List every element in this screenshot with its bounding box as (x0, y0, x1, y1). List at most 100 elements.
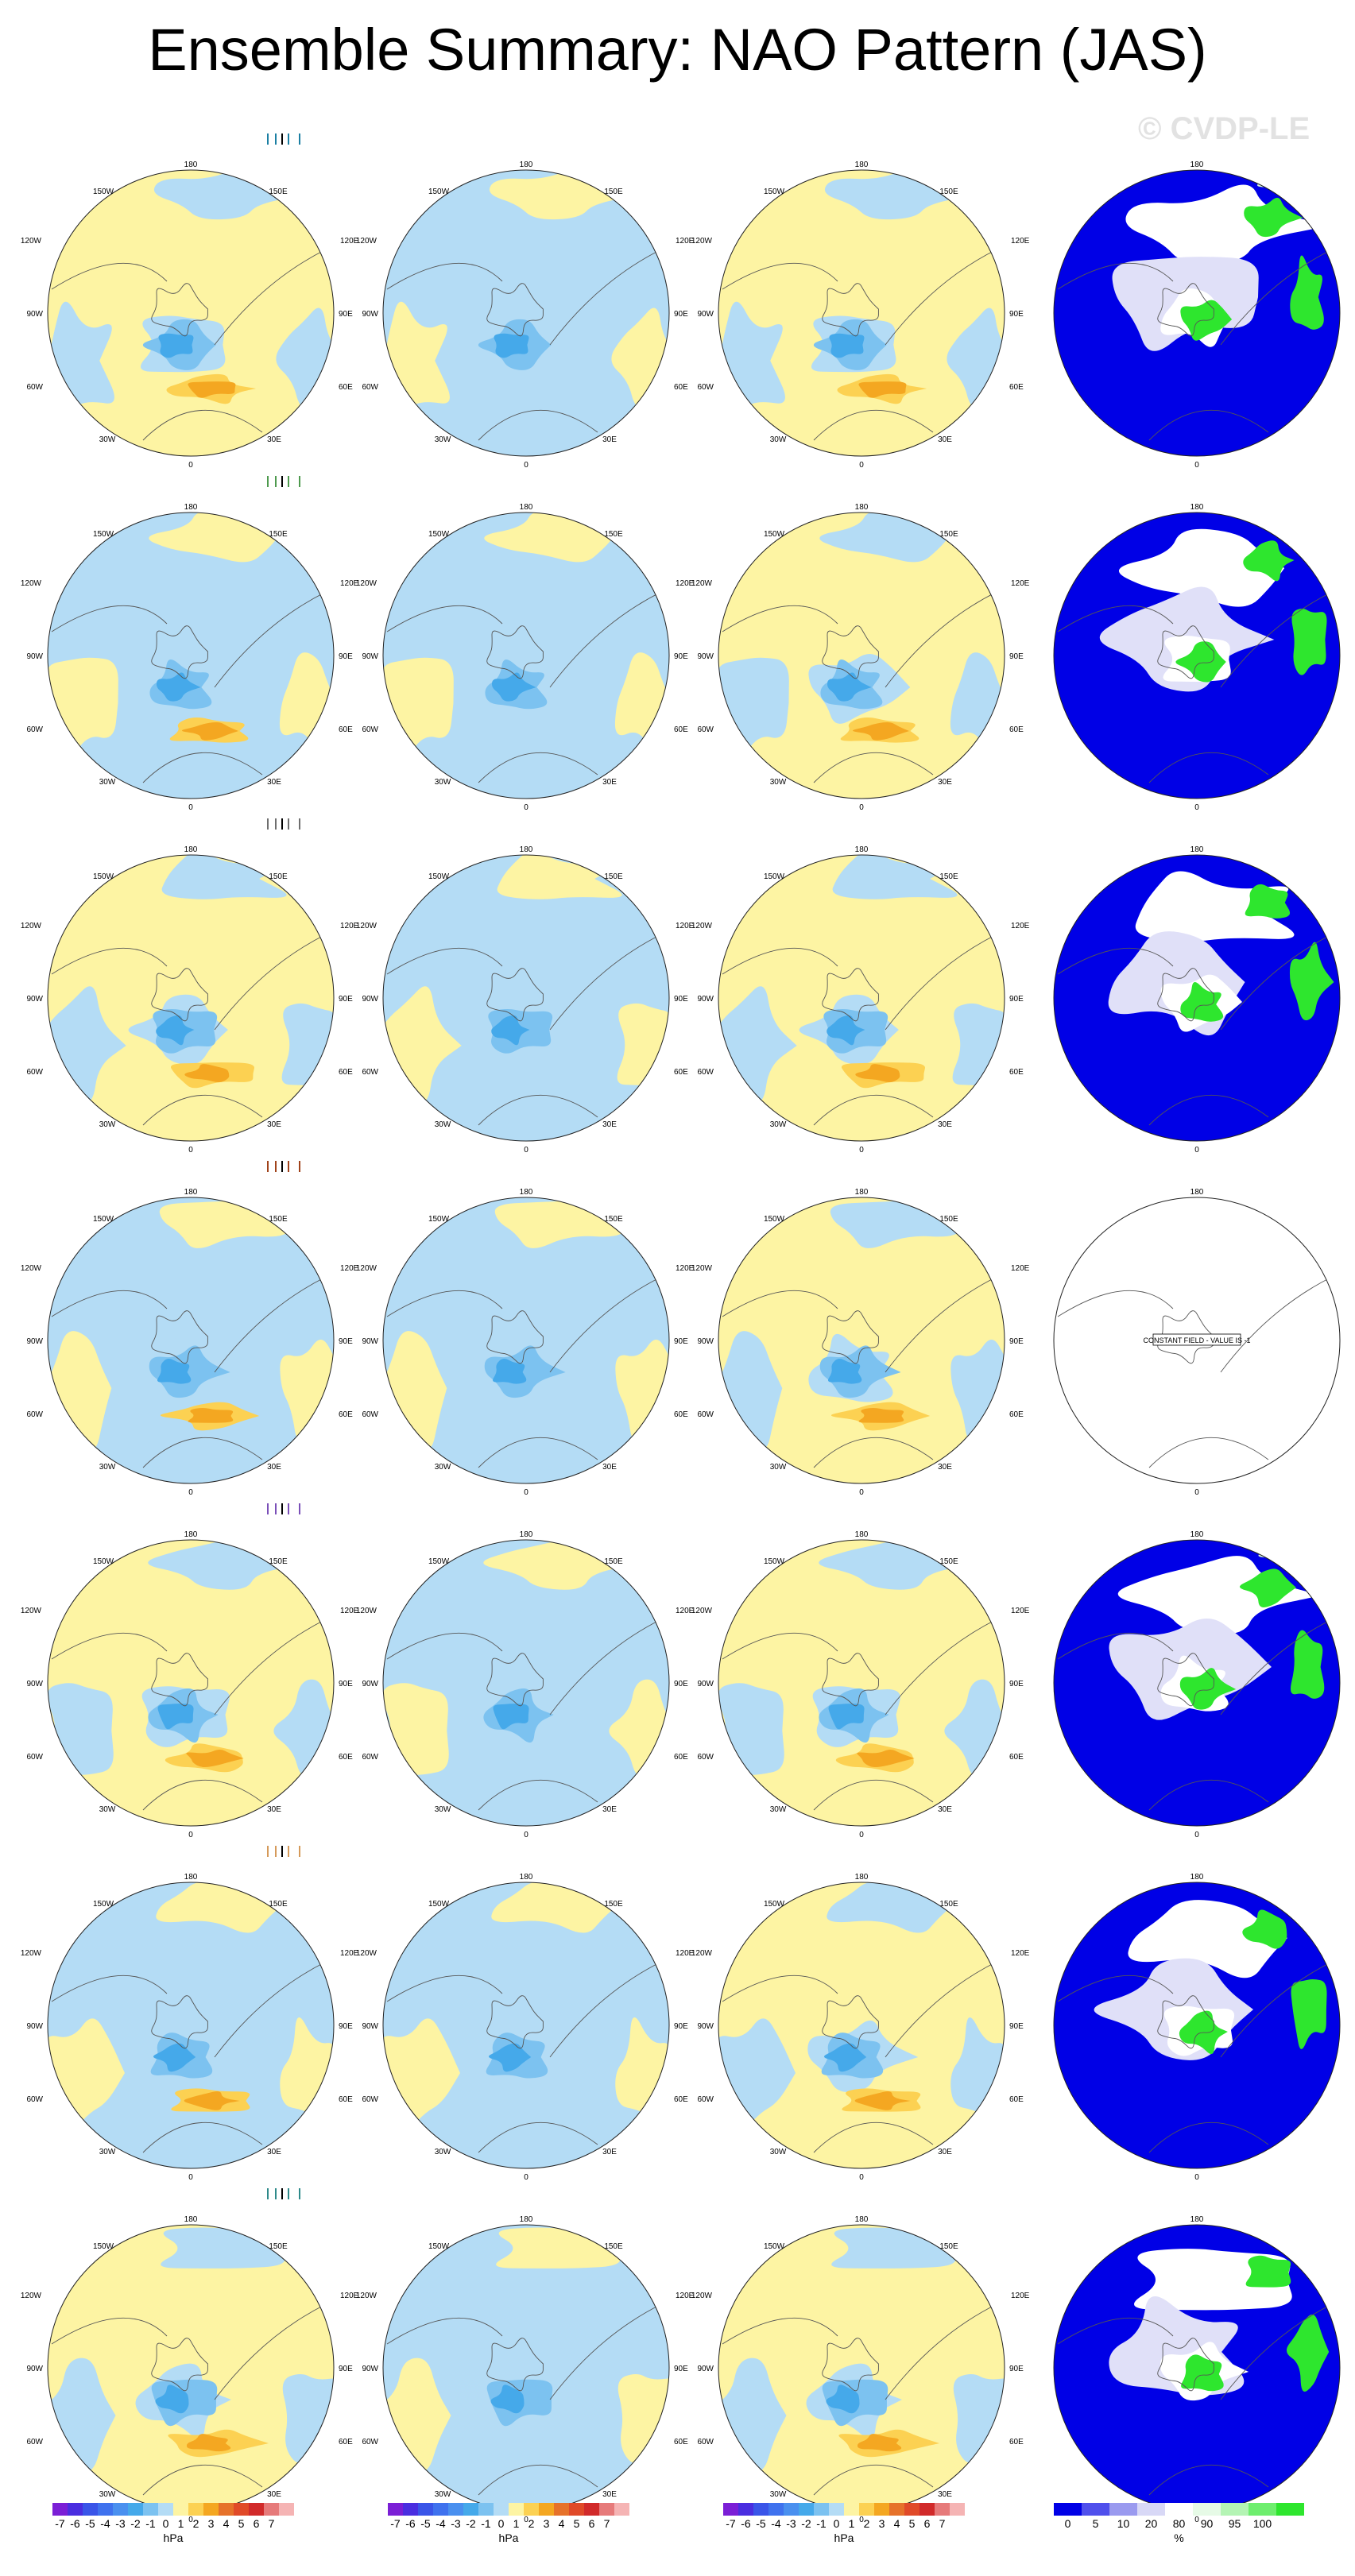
colorbar-label: 6 (588, 2517, 595, 2530)
lon-label: 150W (428, 1900, 450, 1909)
diff-map: 180 0 150W 150E 120W 120E 90W 90E 60W 60E 30W 30E (691, 1873, 1030, 2182)
lon-label: 0 (859, 2173, 864, 2182)
colorbar-swatch (524, 2503, 539, 2516)
lon-label: 90E (1009, 995, 1024, 1004)
lon-label: 30W (770, 778, 787, 787)
diff-field (718, 1882, 1005, 2168)
member-spread-ticks (267, 476, 323, 489)
lon-label: 90E (1009, 2022, 1024, 2031)
lon-label: 150W (428, 872, 450, 881)
lon-label: 180 (520, 503, 533, 512)
lon-label: 60E (1009, 383, 1024, 392)
lon-label: 120W (21, 2292, 42, 2300)
obs-map: 180 0 150W 150E 120W 120E 90W 90E 60W 60E 30W 30E (356, 161, 695, 470)
rank-field (1054, 1882, 1340, 2168)
lon-label: 120W (356, 922, 377, 930)
lon-label: 90W (697, 652, 714, 661)
colorbar-label: 3 (878, 2517, 885, 2530)
lon-label: 150W (428, 530, 450, 539)
colorbar-swatch (478, 2503, 494, 2516)
lon-label: 180 (1190, 503, 1204, 512)
lon-label: 180 (184, 2215, 198, 2224)
lon-label: 90E (1009, 1680, 1024, 1688)
member-tick (267, 1846, 269, 1857)
diff-map: 180 0 150W 150E 120W 120E 90W 90E 60W 60E 30W 30E (691, 845, 1030, 1155)
lon-label: 30E (938, 2148, 952, 2156)
coastlines (722, 2303, 997, 2496)
lon-label: 60E (1009, 1068, 1024, 1077)
model-panel: 180 0 150W 150E 120W 120E 90W 90E 60W 60E 30W 30E (21, 1502, 359, 1839)
lon-label: 60E (339, 1068, 353, 1077)
colorbar-label: -4 (436, 2517, 446, 2530)
colorbar-swatch (768, 2503, 784, 2516)
lon-label: 60W (697, 1410, 714, 1419)
colorbar-swatch (723, 2503, 738, 2516)
lon-label: 60W (26, 725, 43, 734)
lon-label: 150E (604, 2242, 623, 2251)
lon-label: 150E (939, 188, 958, 196)
member-tick (299, 1503, 300, 1514)
lon-label: 60W (26, 2438, 43, 2446)
lon-label: 150W (93, 1900, 114, 1909)
lon-label: 180 (855, 845, 869, 854)
rank-panel: 180 0 (1038, 1502, 1355, 1839)
colorbar-label: 4 (223, 2517, 230, 2530)
colorbar-swatch (1221, 2503, 1249, 2516)
colorbar-label: -7 (390, 2517, 401, 2530)
lon-label: 30E (267, 1463, 281, 1472)
model-map: 180 0 150W 150E 120W 120E 90W 90E 60W 60E 30W 30E (21, 2215, 359, 2524)
member-tick (275, 1161, 277, 1172)
lon-label: 60E (674, 1068, 688, 1077)
colorbar-label: 6 (253, 2517, 260, 2530)
lon-label: 150E (604, 1215, 623, 1224)
model-panel: 180 0 150W 150E 120W 120E 90W 90E 60W 60E 30W 30E (21, 1844, 359, 2182)
lon-label: 60E (1009, 1753, 1024, 1762)
lon-label: 0 (1194, 1831, 1199, 1839)
model-map: 180 0 150W 150E 120W 120E 90W 90E 60W 60E 30W 30E (21, 1873, 359, 2182)
hpa-colorbar-3: -7 -6 -5 -4 -3 -2 -1 0 1 2 3 4 5 6 7 hPa (723, 2503, 978, 2547)
lon-label: 150W (764, 1900, 785, 1909)
colorbar-swatches (1054, 2503, 1304, 2516)
lon-label: 30W (435, 778, 451, 787)
coastlines (386, 1961, 662, 2153)
colorbar-swatch (448, 2503, 463, 2516)
colorbar-swatches (723, 2503, 965, 2516)
member-tick (267, 133, 269, 145)
lon-label: 180 (184, 161, 198, 169)
member-tick (267, 1503, 269, 1514)
lon-label: 30E (267, 778, 281, 787)
rank-panel: 180 0 (1038, 1844, 1355, 2182)
lon-label: 90W (697, 995, 714, 1004)
lon-label: 150E (939, 1215, 958, 1224)
member-tick (267, 818, 269, 830)
member-tick (267, 476, 269, 487)
lon-label: 60W (362, 2095, 378, 2104)
lon-label: 0 (859, 1831, 864, 1839)
lon-label: 180 (520, 2215, 533, 2224)
coastlines (722, 249, 997, 441)
lon-label: 30W (435, 2148, 451, 2156)
lon-label: 0 (524, 1146, 528, 1155)
colorbar-label: -5 (420, 2517, 431, 2530)
lon-label: 30E (938, 435, 952, 444)
lon-label: 180 (520, 1873, 533, 1882)
lon-label: 30W (770, 1805, 787, 1814)
lon-label: 120E (676, 922, 695, 930)
lon-label: 150E (939, 2242, 958, 2251)
lon-label: 30W (770, 2148, 787, 2156)
lon-label: 0 (524, 1488, 528, 1497)
colorbar-label: 0 (833, 2517, 840, 2530)
colorbar-swatch (1276, 2503, 1304, 2516)
colorbar-label: -3 (115, 2517, 126, 2530)
member-tick (288, 1503, 289, 1514)
colorbar-label: -7 (726, 2517, 736, 2530)
lon-label: 180 (520, 845, 533, 854)
colorbar-label: 5 (238, 2517, 245, 2530)
constant-field-label: CONSTANT FIELD - VALUE IS -1 (1143, 1336, 1250, 1344)
hpa-colorbar-2: -7 -6 -5 -4 -3 -2 -1 0 1 2 3 4 5 6 7 hPa (388, 2503, 642, 2547)
lon-label: 30W (99, 1463, 116, 1472)
lon-label: 180 (520, 161, 533, 169)
coastlines (51, 1961, 327, 2153)
lon-label: 90W (697, 2365, 714, 2373)
